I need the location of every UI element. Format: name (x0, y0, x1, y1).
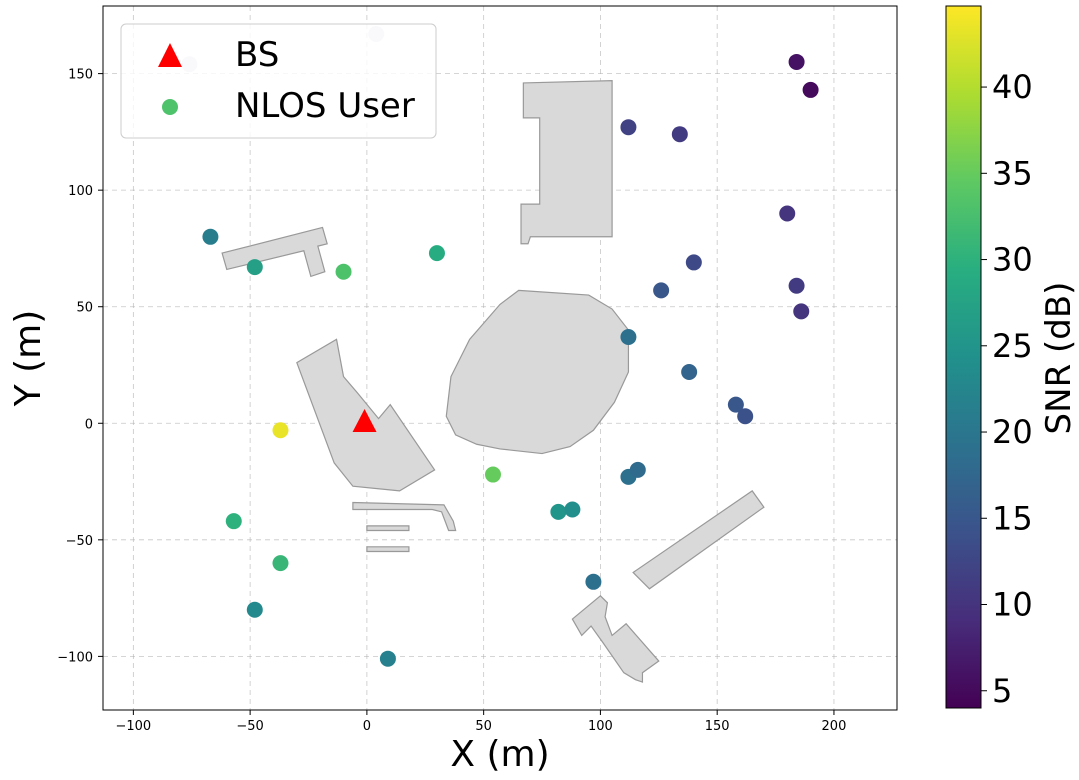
user-point (246, 601, 263, 618)
user-point (727, 396, 744, 413)
user-point (564, 501, 581, 518)
colorbar-tick-label: 40 (992, 68, 1033, 106)
buildings (221, 79, 765, 683)
user-point (272, 422, 289, 439)
colorbar-tick-label: 15 (992, 499, 1033, 537)
user-point (428, 245, 445, 262)
user-point (484, 466, 501, 483)
building (445, 289, 630, 455)
user-point (379, 650, 396, 667)
legend: BS NLOS User (120, 23, 437, 139)
colorbar-tick-label: 35 (992, 154, 1033, 192)
colorbar-gradient (945, 5, 982, 709)
user-point (685, 254, 702, 271)
building (632, 490, 765, 590)
base-station (352, 408, 377, 432)
user-point (620, 119, 637, 136)
user-point (629, 461, 646, 478)
user-point (246, 259, 263, 276)
bs-marker (352, 408, 377, 432)
user-point (681, 363, 698, 380)
building (366, 546, 410, 553)
plot-frame (102, 5, 898, 711)
y-tick-label: 150 (68, 68, 93, 83)
x-axis-label: X (m) (450, 734, 549, 775)
y-tick-label: 0 (85, 417, 93, 432)
user-point (802, 81, 819, 98)
user-point (737, 408, 754, 425)
user-point (620, 329, 637, 346)
legend-user-marker (162, 99, 178, 115)
building (571, 594, 660, 683)
building (520, 79, 613, 245)
building (352, 501, 457, 532)
x-tick-label: 50 (475, 719, 492, 734)
axis-ticks: −100 −50 0 50 100 150 200 −100 −50 0 50 100 150 (57, 68, 846, 734)
user-point (335, 263, 352, 280)
colorbar-tick-label: 25 (992, 327, 1033, 365)
y-tick-label: −50 (66, 534, 93, 549)
y-tick-label: −100 (57, 650, 93, 665)
user-point (793, 303, 810, 320)
user-point (788, 277, 805, 294)
x-tick-label: 150 (705, 719, 730, 734)
legend-user-label: NLOS User (235, 86, 415, 126)
user-point (550, 503, 567, 520)
x-tick-label: 100 (588, 719, 613, 734)
user-point (202, 228, 219, 245)
colorbar-tick-label: 10 (992, 586, 1033, 624)
colorbar-tick-label: 20 (992, 413, 1033, 451)
legend-bs-marker (158, 43, 182, 67)
x-tick-label: −50 (236, 719, 263, 734)
colorbar-tick-label: 30 (992, 241, 1033, 279)
y-axis-label: Y (m) (8, 310, 49, 408)
user-point (653, 282, 670, 299)
y-tick-label: 50 (76, 301, 93, 316)
colorbar-tick-label: 5 (992, 672, 1012, 710)
user-point (671, 126, 688, 143)
user-point (779, 205, 796, 222)
user-point (272, 555, 289, 572)
user-point (585, 573, 602, 590)
legend-box (120, 23, 437, 139)
colorbar-ticks: 5 10 15 20 25 30 35 40 (981, 68, 1033, 710)
building (366, 525, 410, 532)
x-tick-label: 0 (363, 719, 371, 734)
x-tick-label: −100 (115, 719, 151, 734)
user-point (225, 513, 242, 530)
y-tick-label: 100 (68, 184, 93, 199)
user-point (788, 53, 805, 70)
building (221, 226, 328, 278)
colorbar-label: SNR (dB) (1039, 282, 1079, 435)
legend-bs-label: BS (235, 35, 279, 75)
colorbar: 5 10 15 20 25 30 35 40 SNR (dB) (945, 5, 1079, 710)
x-tick-label: 200 (822, 719, 847, 734)
